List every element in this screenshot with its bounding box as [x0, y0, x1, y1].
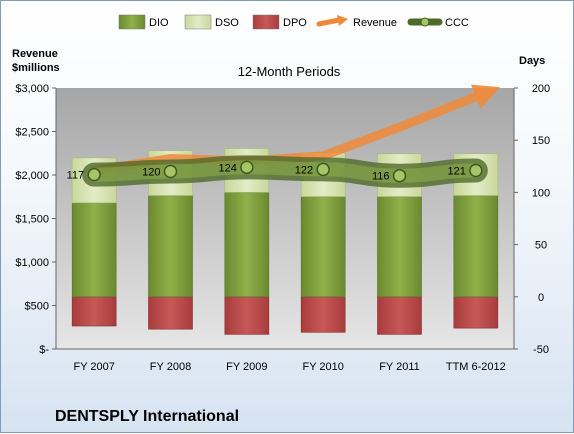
- x-tick-label: FY 2010: [302, 361, 343, 373]
- dio-bar: [149, 196, 193, 297]
- plot-area: [56, 88, 514, 349]
- right-tick-label: 150: [532, 135, 550, 147]
- ccc-data-label: 117: [67, 170, 85, 182]
- x-tick-label: FY 2008: [150, 361, 191, 373]
- right-axis-title: Days: [519, 55, 545, 67]
- left-tick-label: $1,000: [15, 257, 49, 269]
- left-tick-label: $3,000: [15, 83, 49, 95]
- dio-bar: [454, 196, 498, 297]
- ccc-data-label: 122: [295, 164, 313, 176]
- legend-label: DIO: [149, 17, 169, 29]
- company-title: DENTSPLY International: [55, 408, 239, 425]
- left-tick-label: $2,500: [15, 127, 49, 139]
- ccc-data-label: 116: [372, 171, 390, 183]
- ccc-marker: [394, 170, 406, 182]
- ccc-marker: [470, 164, 482, 176]
- legend-label: DPO: [283, 17, 307, 29]
- legend-label: Revenue: [353, 17, 397, 29]
- right-tick-label: 200: [532, 83, 550, 95]
- x-tick-label: FY 2007: [73, 361, 114, 373]
- ccc-series: 117 120 124 122 116 121: [67, 161, 482, 182]
- dpo-bar: [454, 297, 498, 328]
- legend-label: CCC: [445, 17, 469, 29]
- left-tick-label: $500: [25, 301, 49, 313]
- legend: DIO DSO DPO Revenue CCC: [119, 15, 469, 29]
- legend-revenue-arrowhead: [337, 15, 348, 26]
- right-tick-label: 100: [532, 187, 550, 199]
- left-axis-title-line2: $millions: [12, 62, 60, 74]
- legend-label: DSO: [215, 17, 239, 29]
- x-tick-label: FY 2009: [226, 361, 267, 373]
- chart-title: 12-Month Periods: [238, 64, 341, 79]
- dpo-bar: [149, 297, 193, 329]
- left-tick-label: $2,000: [15, 170, 49, 182]
- right-tick-label: -50: [533, 344, 549, 356]
- ccc-marker: [88, 169, 100, 181]
- legend-ccc-marker: [421, 18, 429, 26]
- dpo-bar: [378, 297, 422, 335]
- x-tick-label: FY 2011: [379, 361, 420, 373]
- legend-revenue-icon: [319, 20, 339, 24]
- ccc-data-label: 120: [142, 167, 160, 179]
- dpo-bar: [301, 297, 345, 332]
- dpo-bar: [72, 297, 116, 326]
- legend-dio-swatch: [119, 15, 145, 29]
- x-tick-label: TTM 6-2012: [446, 361, 506, 373]
- dio-bar: [72, 203, 116, 297]
- legend-dpo-swatch: [253, 15, 279, 29]
- right-tick-label: 0: [538, 292, 544, 304]
- legend-dso-swatch: [185, 15, 211, 29]
- ccc-marker: [165, 166, 177, 178]
- left-tick-label: $-: [39, 344, 49, 356]
- dio-bar: [301, 197, 345, 297]
- ccc-marker: [317, 163, 329, 175]
- dio-bar: [225, 192, 269, 296]
- ccc-data-label: 121: [447, 165, 465, 177]
- ccc-data-label: 124: [218, 162, 236, 174]
- left-tick-label: $1,500: [15, 214, 49, 226]
- ccc-marker: [241, 161, 253, 173]
- right-tick-label: 50: [535, 240, 547, 252]
- dio-bar: [378, 197, 422, 297]
- left-axis-title-line1: Revenue: [12, 48, 58, 60]
- dpo-bar: [225, 297, 269, 335]
